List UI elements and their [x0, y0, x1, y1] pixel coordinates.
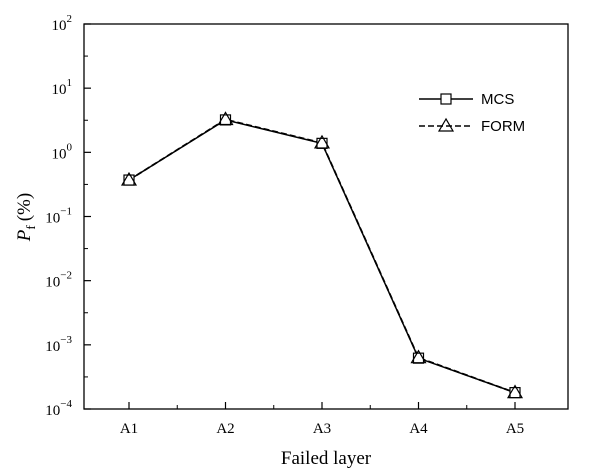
- y-tick-label: 10−3: [45, 334, 72, 355]
- y-axis-title-subscript: f: [23, 225, 38, 230]
- x-tick-label: A3: [313, 421, 331, 437]
- series-line-form: [128, 118, 516, 394]
- x-tick-label: A5: [506, 421, 524, 437]
- legend-label-form: FORM: [481, 118, 525, 135]
- y-tick-label-base: 10: [52, 82, 67, 98]
- data-point-mcs: [219, 114, 232, 126]
- series-line-mcs: [128, 119, 516, 394]
- y-tick-label-exponent: −2: [60, 270, 72, 282]
- x-tick-label: A2: [216, 421, 234, 437]
- y-axis-title-unit: (%): [14, 193, 35, 221]
- y-tick-label-exponent: 1: [67, 77, 73, 89]
- data-point-form: [217, 111, 234, 126]
- y-tick-label: 101: [52, 77, 73, 98]
- y-tick-label-base: 10: [45, 339, 60, 355]
- y-tick-label-base: 10: [52, 146, 67, 162]
- y-tick-label-exponent: 0: [67, 141, 73, 153]
- y-tick-label-base: 10: [45, 403, 60, 419]
- y-tick-label-base: 10: [45, 275, 60, 291]
- series-layer: [120, 111, 524, 399]
- legend-marker-form: [437, 117, 455, 132]
- legend-marker-mcs: [440, 93, 452, 105]
- data-point-form: [120, 171, 138, 186]
- y-tick-label: 102: [52, 13, 73, 34]
- y-tick-label-base: 10: [45, 211, 60, 227]
- svg-text:Pf(%): Pf (%): [14, 193, 38, 242]
- y-axis-title: Pf (%): [14, 193, 38, 242]
- y-tick-label: 10−2: [45, 270, 72, 291]
- y-tick-label: 10−4: [45, 398, 72, 419]
- data-point-form: [506, 384, 524, 399]
- y-tick-label: 10−1: [45, 206, 72, 227]
- data-point-mcs: [412, 352, 425, 364]
- x-tick-label: A4: [409, 421, 428, 437]
- y-tick-label-exponent: −1: [60, 206, 72, 218]
- data-point-form: [313, 134, 331, 149]
- y-tick-label-exponent: 2: [67, 13, 73, 25]
- legend: MCS FORM: [419, 91, 525, 135]
- x-axis-ticks: A1 A2 A3 A4 A5: [120, 402, 524, 437]
- y-tick-label: 100: [52, 141, 73, 162]
- legend-label-mcs: MCS: [481, 91, 514, 108]
- y-axis-title-main: P: [14, 229, 35, 242]
- y-tick-label-base: 10: [52, 18, 67, 34]
- data-point-mcs: [316, 137, 328, 149]
- y-tick-label-exponent: −3: [60, 334, 72, 346]
- x-axis-title: Failed layer: [281, 448, 372, 469]
- plot-frame: [83, 23, 569, 410]
- x-tick-label: A1: [120, 421, 138, 437]
- data-point-form: [410, 349, 427, 364]
- y-tick-label-exponent: −4: [60, 398, 72, 410]
